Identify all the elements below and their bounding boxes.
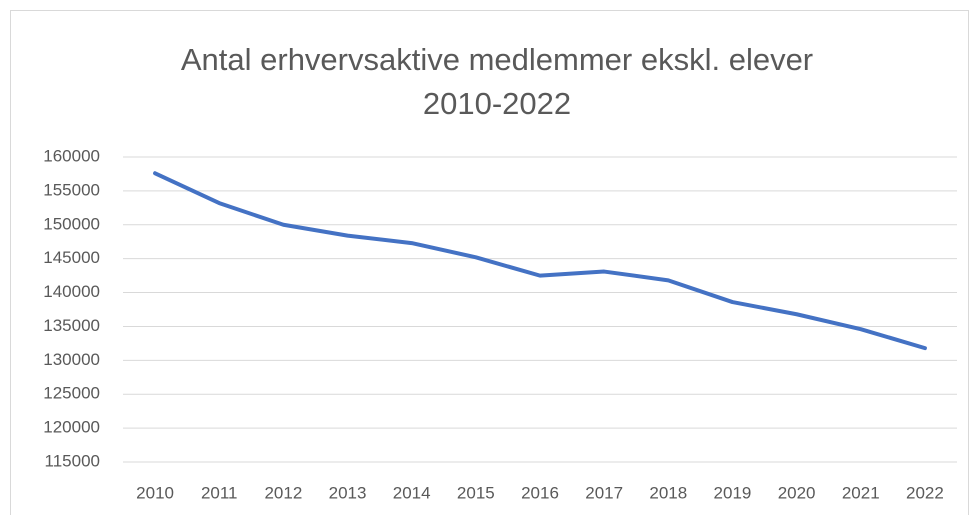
x-tick-label: 2020 [778,483,816,502]
y-tick-label: 125000 [43,384,100,403]
x-tick-label: 2016 [521,483,559,502]
x-tick-label: 2013 [329,483,367,502]
y-tick-label: 150000 [43,214,100,233]
x-tick-label: 2012 [264,483,302,502]
x-tick-label: 2017 [585,483,623,502]
y-tick-label: 140000 [43,282,100,301]
x-tick-label: 2022 [906,483,944,502]
y-tick-label: 160000 [43,146,100,165]
chart-title: 2010-2022 [423,86,571,121]
chart-title: Antal erhvervsaktive medlemmer ekskl. el… [181,42,813,77]
y-tick-label: 120000 [43,418,100,437]
x-tick-label: 2014 [393,483,431,502]
x-tick-label: 2018 [649,483,687,502]
x-tick-label: 2010 [136,483,174,502]
y-tick-label: 130000 [43,350,100,369]
x-tick-label: 2015 [457,483,495,502]
y-tick-label: 115000 [45,451,100,470]
x-tick-label: 2021 [842,483,880,502]
x-tick-label: 2019 [714,483,752,502]
y-tick-label: 145000 [43,248,100,267]
y-tick-label: 155000 [43,180,100,199]
x-tick-label: 2011 [201,483,238,502]
y-tick-label: 135000 [43,316,100,335]
line [153,171,927,351]
